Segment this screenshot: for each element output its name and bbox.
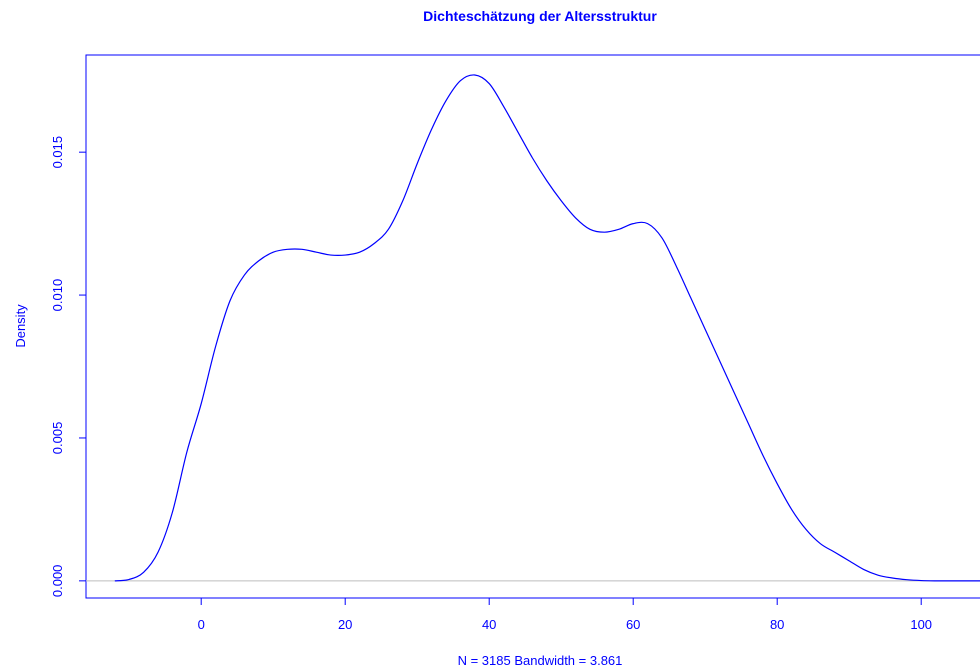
- x-axis-label: N = 3185 Bandwidth = 3.861: [458, 653, 623, 668]
- y-tick-label: 0.010: [50, 279, 65, 312]
- x-tick-label: 0: [198, 617, 205, 632]
- y-axis-label: Density: [13, 304, 28, 348]
- x-tick-label: 100: [910, 617, 932, 632]
- ticks-layer: 0 20 40 60 80 100 0.000 0.005 0.010 0.015: [50, 136, 932, 632]
- chart-title: Dichteschätzung der Altersstruktur: [423, 8, 657, 24]
- x-tick-label: 40: [482, 617, 496, 632]
- density-curve: [114, 74, 980, 582]
- x-tick-label: 20: [338, 617, 352, 632]
- plot-frame: [85, 54, 980, 599]
- y-tick-label: 0.000: [50, 565, 65, 598]
- x-tick-label: 60: [626, 617, 640, 632]
- y-tick-label: 0.005: [50, 422, 65, 455]
- y-tick-label: 0.015: [50, 136, 65, 169]
- x-tick-label: 80: [770, 617, 784, 632]
